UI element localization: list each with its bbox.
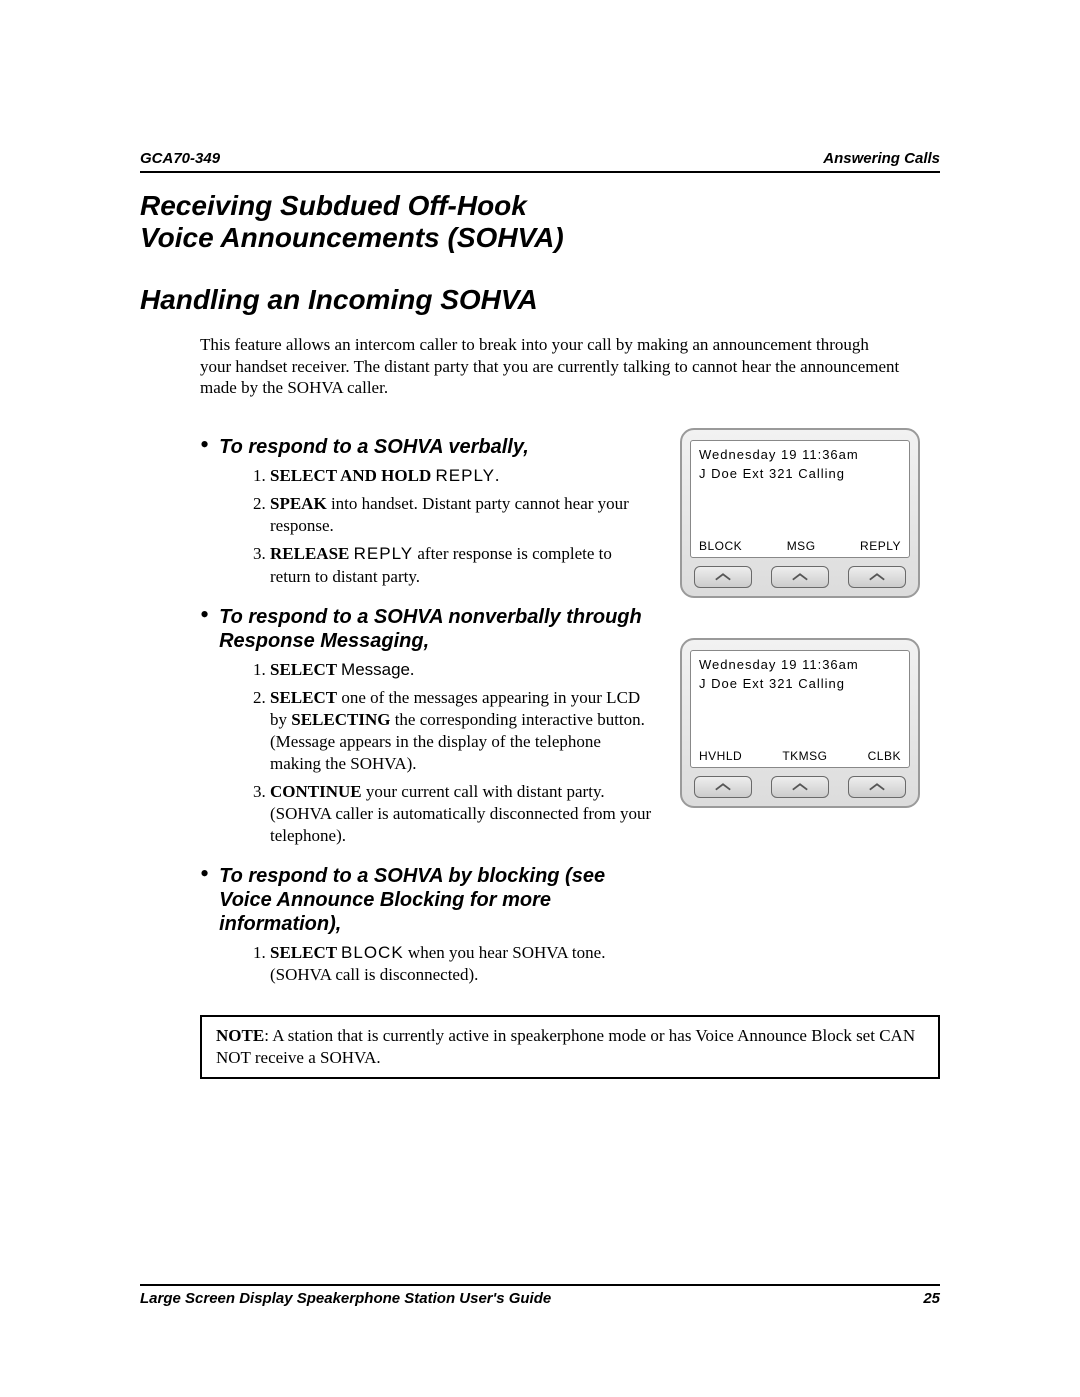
step-item: SELECT Message. bbox=[270, 659, 660, 681]
softkey-label: HVHLD bbox=[699, 749, 742, 763]
softkey-label: BLOCK bbox=[699, 539, 742, 553]
bullet-icon: • bbox=[200, 602, 209, 628]
button-label: Message bbox=[341, 660, 410, 679]
softkey-label: MSG bbox=[787, 539, 816, 553]
intro-paragraph: This feature allows an intercom caller t… bbox=[200, 334, 900, 398]
phone-display-2: Wednesday 19 11:36am J Doe Ext 321 Calli… bbox=[680, 638, 920, 808]
step-list: SELECT AND HOLD REPLY. SPEAK into handse… bbox=[270, 465, 660, 587]
step-keyword: SELECTING bbox=[291, 710, 390, 729]
subsection-title: To respond to a SOHVA nonverbally throug… bbox=[219, 605, 660, 653]
softkey-button[interactable] bbox=[694, 566, 752, 588]
step-item: SELECT one of the messages appearing in … bbox=[270, 687, 660, 775]
header-right: Answering Calls bbox=[823, 150, 940, 167]
softkey-label: TKMSG bbox=[782, 749, 827, 763]
section-heading: Handling an Incoming SOHVA bbox=[140, 284, 940, 316]
text-column: • To respond to a SOHVA verbally, SELECT… bbox=[140, 418, 680, 994]
note-label: NOTE bbox=[216, 1026, 264, 1045]
subsection-heading: • To respond to a SOHVA verbally, bbox=[140, 432, 660, 459]
title-line-1: Receiving Subdued Off-Hook bbox=[140, 190, 940, 222]
page-footer: Large Screen Display Speakerphone Statio… bbox=[140, 1284, 940, 1307]
step-keyword: RELEASE bbox=[270, 544, 354, 563]
lcd-screen: Wednesday 19 11:36am J Doe Ext 321 Calli… bbox=[690, 440, 910, 558]
step-keyword: SELECT AND HOLD bbox=[270, 466, 435, 485]
softkey-button[interactable] bbox=[771, 566, 829, 588]
note-box: NOTE: A station that is currently active… bbox=[200, 1015, 940, 1079]
lcd-softkey-labels: BLOCK MSG REPLY bbox=[699, 539, 901, 553]
softkey-row bbox=[690, 566, 910, 588]
softkey-button[interactable] bbox=[694, 776, 752, 798]
step-text: . bbox=[495, 466, 499, 485]
button-label: BLOCK bbox=[341, 943, 404, 962]
step-keyword: CONTINUE bbox=[270, 782, 362, 801]
page-title: Receiving Subdued Off-Hook Voice Announc… bbox=[140, 190, 940, 254]
subsection-title: To respond to a SOHVA verbally, bbox=[219, 435, 529, 459]
step-keyword: SPEAK bbox=[270, 494, 327, 513]
step-keyword: SELECT bbox=[270, 660, 341, 679]
lcd-softkey-labels: HVHLD TKMSG CLBK bbox=[699, 749, 901, 763]
step-list: SELECT BLOCK when you hear SOHVA tone. (… bbox=[270, 942, 660, 986]
bullet-icon: • bbox=[200, 432, 209, 458]
softkey-button[interactable] bbox=[848, 566, 906, 588]
content-row: • To respond to a SOHVA verbally, SELECT… bbox=[140, 418, 940, 994]
button-label: REPLY bbox=[354, 544, 414, 563]
step-item: RELEASE REPLY after response is complete… bbox=[270, 543, 660, 587]
manual-page: GCA70-349 Answering Calls Receiving Subd… bbox=[0, 0, 1080, 1397]
button-label: REPLY bbox=[435, 466, 495, 485]
note-text: : A station that is currently active in … bbox=[216, 1026, 915, 1067]
softkey-label: REPLY bbox=[860, 539, 901, 553]
lcd-screen: Wednesday 19 11:36am J Doe Ext 321 Calli… bbox=[690, 650, 910, 768]
softkey-button[interactable] bbox=[771, 776, 829, 798]
header-left: GCA70-349 bbox=[140, 150, 220, 167]
lcd-line-date: Wednesday 19 11:36am bbox=[699, 657, 901, 672]
lcd-line-caller: J Doe Ext 321 Calling bbox=[699, 466, 901, 481]
step-list: SELECT Message. SELECT one of the messag… bbox=[270, 659, 660, 848]
step-item: SELECT BLOCK when you hear SOHVA tone. (… bbox=[270, 942, 660, 986]
bullet-icon: • bbox=[200, 861, 209, 887]
footer-left: Large Screen Display Speakerphone Statio… bbox=[140, 1290, 551, 1307]
softkey-label: CLBK bbox=[868, 749, 901, 763]
step-item: SPEAK into handset. Distant party cannot… bbox=[270, 493, 660, 537]
page-header: GCA70-349 Answering Calls bbox=[140, 150, 940, 173]
title-line-2: Voice Announcements (SOHVA) bbox=[140, 222, 940, 254]
phone-display-1: Wednesday 19 11:36am J Doe Ext 321 Calli… bbox=[680, 428, 920, 598]
step-item: SELECT AND HOLD REPLY. bbox=[270, 465, 660, 487]
subsection-heading: • To respond to a SOHVA by blocking (see… bbox=[140, 861, 660, 936]
subsection-title: To respond to a SOHVA by blocking (see V… bbox=[219, 864, 660, 936]
softkey-row bbox=[690, 776, 910, 798]
step-item: CONTINUE your current call with distant … bbox=[270, 781, 660, 847]
lcd-line-caller: J Doe Ext 321 Calling bbox=[699, 676, 901, 691]
step-keyword: SELECT bbox=[270, 688, 337, 707]
softkey-button[interactable] bbox=[848, 776, 906, 798]
step-keyword: SELECT bbox=[270, 943, 341, 962]
illustration-column: Wednesday 19 11:36am J Doe Ext 321 Calli… bbox=[680, 418, 940, 994]
subsection-heading: • To respond to a SOHVA nonverbally thro… bbox=[140, 602, 660, 653]
footer-page-number: 25 bbox=[923, 1290, 940, 1307]
step-text: . bbox=[410, 660, 414, 679]
lcd-line-date: Wednesday 19 11:36am bbox=[699, 447, 901, 462]
